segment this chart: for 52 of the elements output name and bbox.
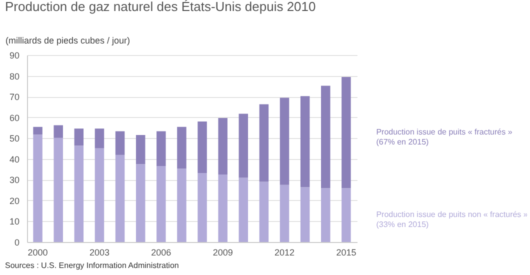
y-tick-label: 60 (9, 112, 20, 123)
bar (156, 166, 166, 242)
bar (33, 134, 42, 242)
y-tick-label: 0 (14, 238, 20, 248)
y-tick-label: 40 (9, 154, 20, 164)
bar (280, 184, 290, 242)
bar (115, 154, 125, 242)
bar (218, 174, 228, 242)
x-tick-label: 2012 (274, 248, 295, 258)
x-tick-label: 2000 (28, 248, 48, 258)
bar (342, 77, 351, 188)
bar (321, 188, 330, 242)
bar (198, 121, 207, 174)
bar (136, 164, 146, 242)
bar (177, 168, 186, 242)
y-tick-label: 10 (9, 216, 20, 227)
bar (74, 146, 84, 242)
y-tick-label: 70 (9, 92, 20, 102)
x-tick-label: 2015 (336, 248, 356, 258)
text: Production issue de puits « fracturés » (67% en 2015) (376, 128, 513, 147)
bar (300, 187, 310, 242)
y-tick-label: 30 (9, 175, 20, 186)
chart-title: Production de gaz naturel des États-Unis depuis 2010 (5, 0, 316, 14)
bar (218, 118, 228, 174)
y-tick-label: 20 (9, 196, 20, 206)
x-tick-label: 2003 (89, 248, 110, 258)
bar (238, 178, 248, 242)
y-axis-title: (milliards de pieds cubes / jour) (6, 36, 130, 46)
x-tick-label: 2006 (151, 248, 172, 258)
bar (136, 134, 146, 164)
bar (259, 182, 269, 242)
bar (259, 104, 269, 182)
y-tick-label: 50 (9, 134, 20, 144)
bar (321, 86, 330, 188)
bar (156, 131, 166, 166)
bar (280, 98, 290, 185)
bar (342, 188, 351, 242)
bar (94, 128, 104, 148)
bar (177, 126, 186, 169)
bar (198, 173, 207, 242)
x-tick-label: 2009 (212, 248, 233, 258)
bar (33, 126, 42, 135)
bar (94, 148, 104, 242)
bar (74, 128, 84, 146)
y-tick-label: 80 (9, 71, 20, 82)
source-note: Sources : U.S. Energy Information Administration (5, 261, 179, 270)
bar (54, 138, 63, 242)
y-tick-label: 90 (9, 50, 20, 60)
bar (238, 114, 248, 178)
bar (300, 96, 310, 188)
bar (54, 125, 63, 138)
bar (115, 131, 125, 155)
